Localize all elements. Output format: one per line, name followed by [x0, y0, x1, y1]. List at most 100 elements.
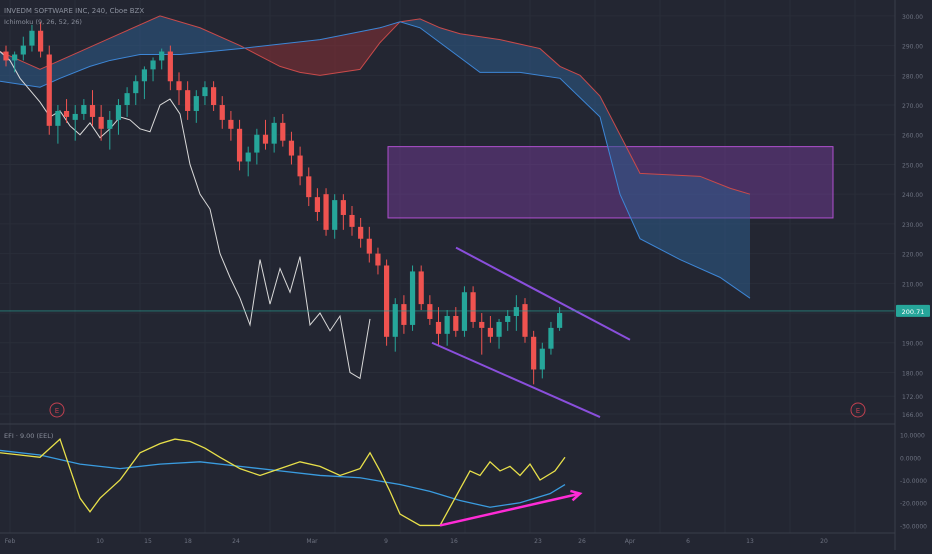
divergence-arrow-line[interactable] — [439, 492, 581, 527]
price-tick-label: 280.00 — [902, 73, 923, 80]
candle[interactable] — [418, 265, 424, 311]
candle[interactable] — [185, 81, 191, 120]
candle[interactable] — [228, 110, 234, 141]
cloud-segment — [25, 62, 30, 86]
candle[interactable] — [72, 105, 78, 141]
candle[interactable] — [340, 194, 346, 230]
candle[interactable] — [453, 307, 459, 337]
candle[interactable] — [38, 21, 44, 58]
candle[interactable] — [133, 75, 139, 106]
price-axis[interactable]: 300.00 290.00 280.00 270.00 260.00 250.00 240.… — [896, 14, 930, 419]
candle[interactable] — [12, 51, 18, 73]
oscillator-legend[interactable]: EFI · 9.00 (EEL) — [4, 432, 53, 440]
candle[interactable] — [392, 298, 398, 352]
candle[interactable] — [211, 81, 217, 111]
candle[interactable] — [167, 45, 173, 91]
candle[interactable] — [539, 342, 545, 379]
candle[interactable] — [409, 265, 416, 331]
candle[interactable] — [150, 57, 156, 82]
candle[interactable] — [548, 321, 554, 355]
cloud-segment — [355, 31, 360, 71]
cloud-segment — [200, 27, 205, 53]
candle[interactable] — [444, 310, 450, 346]
candle-body — [193, 96, 199, 111]
candle[interactable] — [236, 119, 243, 171]
candle[interactable] — [254, 128, 260, 165]
candle[interactable] — [46, 45, 52, 135]
candle[interactable] — [384, 259, 390, 346]
candle[interactable] — [98, 105, 104, 141]
candle[interactable] — [401, 295, 407, 334]
cloud-segment — [175, 20, 180, 55]
candle[interactable] — [297, 146, 303, 186]
candle[interactable] — [332, 194, 338, 239]
candle-body — [557, 313, 563, 328]
oscillator-axis[interactable]: 10.0000 0.0000 -10.0000 -20.0000 -30.0000 — [900, 433, 927, 531]
earnings-marker-icon[interactable]: E — [850, 402, 866, 418]
cloud-segment — [640, 173, 645, 242]
candle[interactable] — [306, 167, 312, 207]
time-tick-label: Apr — [625, 538, 636, 545]
cloud-segment — [535, 47, 540, 76]
candle[interactable] — [531, 330, 537, 385]
candle[interactable] — [245, 146, 251, 177]
cloud-segment — [320, 38, 325, 76]
candle-body — [513, 307, 519, 316]
symbol-header: INVEDM SOFTWARE INC, 240, Cboe BZX — [4, 7, 144, 15]
candle[interactable] — [366, 226, 372, 263]
candle[interactable] — [288, 131, 295, 165]
candle[interactable] — [375, 247, 381, 275]
candle-body — [505, 316, 511, 322]
time-axis[interactable]: Feb 10 15 18 24 Mar 9 16 23 26 Apr 6 13 20 — [5, 538, 828, 545]
candle[interactable] — [29, 24, 35, 52]
cloud-segment — [475, 35, 480, 73]
candle[interactable] — [55, 105, 61, 144]
candle[interactable] — [435, 307, 442, 346]
candle[interactable] — [63, 99, 70, 123]
candle-body — [461, 292, 468, 331]
candle[interactable] — [487, 316, 493, 343]
candle[interactable] — [115, 99, 122, 135]
cloud-segment — [15, 58, 20, 85]
cloud-segment — [330, 36, 335, 74]
candle[interactable] — [522, 298, 528, 343]
osc-tick-label: -30.0000 — [900, 523, 927, 530]
candle[interactable] — [427, 295, 433, 325]
candle[interactable] — [107, 110, 113, 150]
candle[interactable] — [262, 119, 269, 150]
earnings-marker-icon[interactable]: E — [49, 402, 65, 418]
cloud-segment — [105, 38, 110, 62]
candle[interactable] — [358, 217, 364, 248]
candle[interactable] — [470, 286, 476, 328]
candle[interactable] — [314, 188, 320, 221]
candle[interactable] — [219, 96, 225, 129]
wedge-upper-line[interactable] — [455, 246, 631, 341]
candle[interactable] — [461, 286, 468, 337]
candle[interactable] — [349, 206, 355, 236]
candle[interactable] — [271, 116, 277, 153]
cloud-segment — [590, 85, 595, 113]
indicator-legend[interactable]: Ichimoku (9, 26, 52, 26) — [4, 18, 82, 26]
candle[interactable] — [176, 72, 182, 106]
candle[interactable] — [496, 318, 502, 349]
candle-body — [38, 30, 44, 52]
cloud-segment — [660, 174, 665, 252]
candle[interactable] — [89, 90, 96, 126]
candle[interactable] — [323, 188, 329, 236]
candle[interactable] — [159, 48, 165, 70]
candle[interactable] — [505, 310, 511, 331]
cloud-segment — [585, 80, 590, 108]
candle[interactable] — [124, 87, 130, 117]
candle[interactable] — [479, 313, 485, 355]
candle[interactable] — [202, 81, 208, 106]
candle[interactable] — [193, 90, 199, 123]
candle[interactable] — [280, 113, 286, 147]
candle[interactable] — [141, 66, 147, 100]
candle-body — [539, 348, 545, 370]
candle[interactable] — [81, 99, 87, 120]
candle[interactable] — [513, 295, 519, 331]
candle[interactable] — [20, 36, 26, 61]
candle[interactable] — [3, 45, 9, 67]
wedge-lower-line[interactable] — [431, 341, 601, 418]
